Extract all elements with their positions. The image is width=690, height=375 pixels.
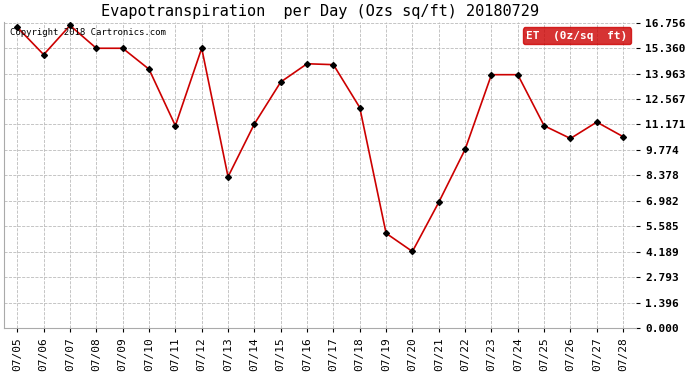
- Text: Copyright 2018 Cartronics.com: Copyright 2018 Cartronics.com: [10, 28, 166, 37]
- Title: Evapotranspiration  per Day (Ozs sq/ft) 20180729: Evapotranspiration per Day (Ozs sq/ft) 2…: [101, 4, 540, 19]
- Legend: ET  (0z/sq  ft): ET (0z/sq ft): [523, 27, 631, 44]
